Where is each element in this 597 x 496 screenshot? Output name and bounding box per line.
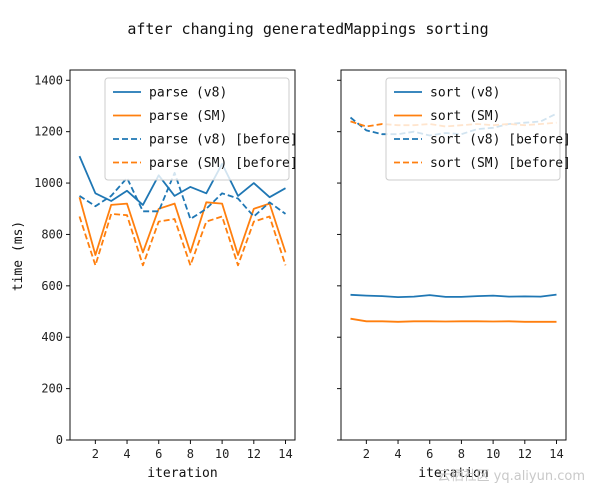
- legend-label-sort-2: sort (v8) [before]: [430, 133, 571, 148]
- legend-label-sort-0: sort (v8): [430, 86, 500, 101]
- legend-label-parse-1: parse (SM): [149, 109, 227, 124]
- x-tick-label-parse-10: 10: [215, 447, 229, 461]
- legend-parse: parse (v8) parse (SM) parse (v8) [before] p…: [104, 77, 298, 181]
- x-tick-label-sort-4: 4: [394, 447, 401, 461]
- x-tick-label-sort-10: 10: [486, 447, 500, 461]
- series-line-parse-1: [78, 196, 287, 256]
- x-tick-label-sort-8: 8: [458, 447, 465, 461]
- legend-label-sort-1: sort (SM): [430, 109, 500, 124]
- legend-label-parse-3: parse (SM) [before]: [149, 156, 298, 171]
- x-axis-label-sort: iteration: [418, 466, 488, 481]
- series-line-parse-3: [78, 212, 287, 267]
- x-tick-label-parse-8: 8: [187, 447, 194, 461]
- y-tick-label-1200: 1200: [34, 125, 63, 139]
- y-tick-label-1400: 1400: [34, 73, 63, 87]
- series-line-sort-0: [350, 293, 557, 299]
- y-tick-label-800: 800: [41, 227, 63, 241]
- y-tick-label-1000: 1000: [34, 176, 63, 190]
- x-tick-label-sort-14: 14: [549, 447, 563, 461]
- legend-box-sort: [385, 77, 561, 181]
- y-tick-label-600: 600: [41, 279, 63, 293]
- legend-label-parse-0: parse (v8): [149, 86, 227, 101]
- y-tick-label-400: 400: [41, 330, 63, 344]
- legend-box-parse: [104, 77, 290, 181]
- x-tick-label-parse-12: 12: [247, 447, 261, 461]
- series-line-sort-1: [350, 317, 557, 323]
- legend-label-sort-3: sort (SM) [before]: [430, 156, 571, 171]
- x-tick-label-parse-6: 6: [155, 447, 162, 461]
- x-tick-label-parse-4: 4: [123, 447, 130, 461]
- x-axis-label-parse: iteration: [147, 466, 217, 481]
- panel-parse: 2 4 6 8 10 12 14 0 200 400 600 800 1000 1200 1400 itera…: [34, 69, 298, 481]
- legend-label-parse-2: parse (v8) [before]: [149, 133, 298, 148]
- x-tick-label-sort-6: 6: [426, 447, 433, 461]
- y-axis-label: time (ms): [11, 221, 26, 291]
- legend-sort: sort (v8) sort (SM) sort (v8) [before] sort…: [385, 77, 571, 181]
- series-line-parse-0: [78, 155, 286, 206]
- y-tick-label-0: 0: [56, 433, 63, 447]
- axes-frame-parse: [69, 69, 296, 441]
- series-line-parse-2: [79, 171, 287, 220]
- watermark: 云栖社区 yq.aliyun.com: [438, 468, 585, 484]
- y-tick-label-200: 200: [41, 382, 63, 396]
- x-tick-label-sort-2: 2: [363, 447, 370, 461]
- chart-panels: 2 4 6 8 10 12 14 0 200 400 600 800 1000 1200 1400 itera…: [34, 69, 571, 481]
- chart-title: after changing generatedMappings sorting: [127, 20, 488, 38]
- x-tick-label-sort-12: 12: [518, 447, 532, 461]
- axes-frame-sort: [340, 69, 567, 441]
- x-tick-label-parse-14: 14: [278, 447, 292, 461]
- x-tick-label-parse-2: 2: [92, 447, 99, 461]
